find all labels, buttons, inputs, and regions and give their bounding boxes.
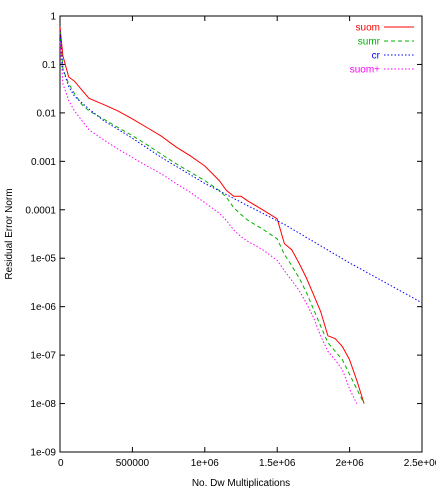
y-tick-label: 0.0001 (25, 205, 56, 216)
x-tick-label: 500000 (116, 458, 150, 469)
y-tick-label: 0.01 (37, 108, 57, 119)
x-tick-label: 2.5e+06 (404, 458, 436, 469)
y-tick-label: 1e-08 (30, 399, 56, 410)
x-tick-label: 2e+06 (336, 458, 365, 469)
legend-label: suom (356, 23, 380, 34)
series-line-cr (59, 30, 423, 304)
x-axis-label: No. Dw Multiplications (192, 478, 290, 489)
legend: suom sumr cr suom+ (350, 23, 414, 76)
series-line-suom-plus (59, 41, 358, 404)
y-tick-label: 1e-09 (30, 448, 56, 459)
series-line-sumr (59, 30, 365, 404)
legend-label: suom+ (350, 65, 380, 76)
y-tick-label: 1e-07 (30, 351, 56, 362)
y-tick-label: 0.1 (42, 60, 56, 71)
series-lines (59, 26, 423, 404)
axis-ticks: 1 0.1 0.01 0.001 0.0001 1e-05 1e-06 1e-07 1e-08 1… (25, 12, 436, 470)
y-tick-label: 1e-05 (30, 254, 56, 265)
legend-label: sumr (358, 37, 381, 48)
x-tick-label: 1.5e+06 (259, 458, 296, 469)
x-tick-label: 0 (58, 458, 64, 469)
legend-label: cr (372, 51, 381, 62)
y-tick-label: 1e-06 (30, 302, 56, 313)
plot-frame (59, 15, 423, 453)
x-tick-label: 1e+06 (191, 458, 220, 469)
y-tick-label: 1 (50, 12, 56, 23)
y-axis-label: Residual Error Norm (4, 188, 15, 279)
series-line-suom (59, 26, 365, 404)
y-tick-label: 0.001 (31, 157, 56, 168)
